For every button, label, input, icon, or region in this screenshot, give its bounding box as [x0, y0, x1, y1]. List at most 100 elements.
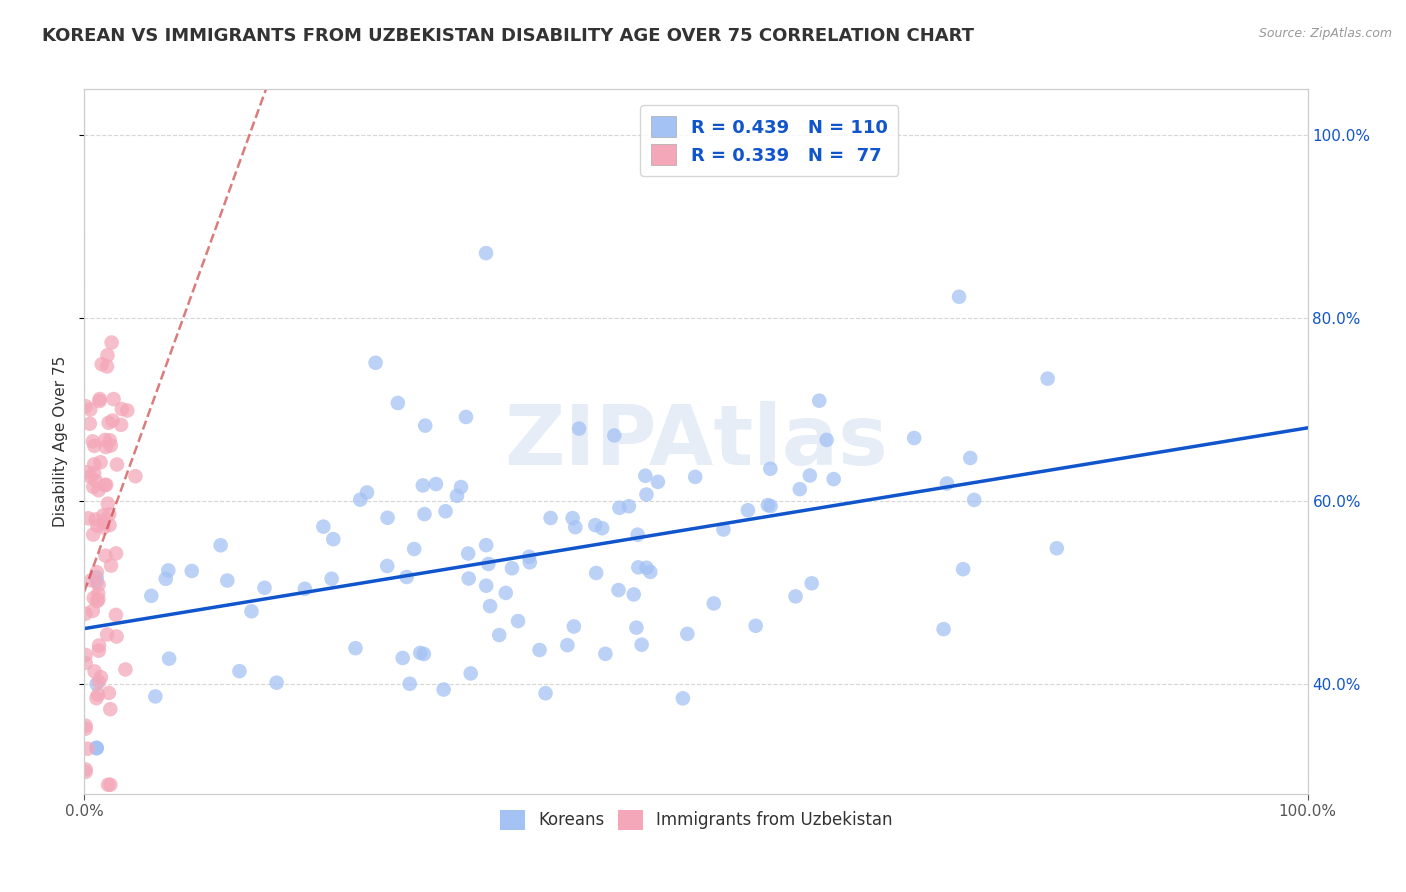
- Point: [82, 527, 104, 541]
- Point: [395, 570, 418, 584]
- Point: [75, 764, 97, 779]
- Point: [101, 413, 124, 427]
- Point: [737, 503, 759, 517]
- Point: [948, 290, 970, 304]
- Point: [630, 638, 652, 652]
- Point: [959, 450, 981, 465]
- Point: [413, 507, 436, 521]
- Point: [1036, 371, 1059, 385]
- Point: [90, 670, 112, 684]
- Point: [75, 656, 97, 670]
- Point: [94, 433, 117, 447]
- Point: [155, 572, 177, 586]
- Point: [377, 510, 399, 524]
- Point: [703, 596, 725, 610]
- Point: [404, 541, 426, 556]
- Point: [93, 508, 115, 523]
- Point: [636, 560, 658, 574]
- Point: [457, 572, 479, 586]
- Point: [97, 778, 120, 792]
- Point: [111, 402, 134, 417]
- Point: [97, 416, 120, 430]
- Point: [86, 566, 108, 580]
- Point: [79, 402, 101, 417]
- Point: [375, 559, 398, 574]
- Point: [398, 677, 420, 691]
- Point: [683, 470, 706, 484]
- Point: [83, 439, 105, 453]
- Point: [103, 392, 125, 406]
- Point: [756, 498, 779, 512]
- Point: [634, 468, 657, 483]
- Text: Source: ZipAtlas.com: Source: ZipAtlas.com: [1258, 27, 1392, 40]
- Point: [321, 572, 343, 586]
- Point: [519, 555, 541, 569]
- Point: [82, 604, 104, 618]
- Point: [86, 691, 108, 706]
- Point: [591, 521, 613, 535]
- Point: [80, 574, 103, 588]
- Point: [562, 619, 585, 633]
- Point: [89, 394, 111, 409]
- Point: [412, 478, 434, 492]
- Point: [75, 719, 97, 733]
- Point: [87, 688, 110, 702]
- Point: [294, 582, 316, 596]
- Point: [603, 428, 626, 442]
- Point: [86, 594, 108, 608]
- Point: [89, 392, 111, 406]
- Point: [540, 511, 562, 525]
- Point: [86, 518, 108, 533]
- Point: [82, 434, 104, 449]
- Point: [963, 492, 986, 507]
- Point: [84, 512, 107, 526]
- Point: [75, 763, 97, 777]
- Point: [83, 466, 105, 480]
- Point: [105, 458, 128, 472]
- Point: [209, 538, 232, 552]
- Point: [79, 469, 101, 483]
- Point: [344, 641, 367, 656]
- Point: [97, 686, 120, 700]
- Point: [454, 409, 477, 424]
- Point: [75, 607, 97, 621]
- Point: [534, 686, 557, 700]
- Point: [100, 335, 122, 350]
- Point: [114, 662, 136, 676]
- Point: [557, 638, 579, 652]
- Point: [475, 579, 498, 593]
- Point: [96, 627, 118, 641]
- Point: [585, 566, 607, 580]
- Point: [87, 643, 110, 657]
- Point: [87, 674, 110, 689]
- Point: [312, 519, 335, 533]
- Point: [636, 487, 658, 501]
- Point: [517, 549, 540, 564]
- Point: [595, 647, 617, 661]
- Point: [808, 393, 831, 408]
- Point: [640, 565, 662, 579]
- Point: [87, 592, 110, 607]
- Point: [98, 518, 121, 533]
- Point: [759, 462, 782, 476]
- Point: [450, 480, 472, 494]
- Point: [143, 690, 166, 704]
- Point: [425, 477, 447, 491]
- Point: [744, 619, 766, 633]
- Point: [413, 418, 436, 433]
- Point: [349, 492, 371, 507]
- Point: [488, 628, 510, 642]
- Y-axis label: Disability Age Over 75: Disability Age Over 75: [53, 356, 69, 527]
- Point: [647, 475, 669, 489]
- Point: [117, 403, 139, 417]
- Point: [141, 589, 163, 603]
- Point: [364, 356, 387, 370]
- Point: [568, 422, 591, 436]
- Text: ZIPAtlas: ZIPAtlas: [503, 401, 889, 482]
- Point: [96, 478, 118, 492]
- Point: [409, 646, 432, 660]
- Point: [506, 614, 529, 628]
- Point: [529, 643, 551, 657]
- Point: [82, 480, 104, 494]
- Point: [83, 458, 105, 472]
